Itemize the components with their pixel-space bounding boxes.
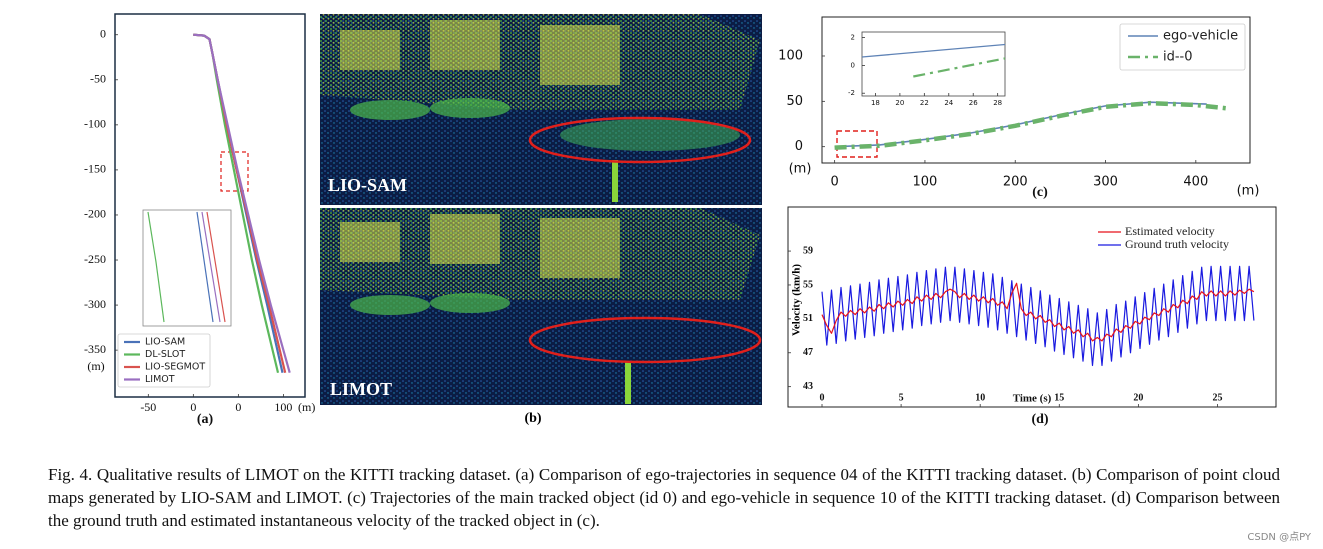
y-tick-label: 51	[803, 313, 813, 324]
series-line	[861, 43, 1006, 58]
y-tick-label: 0	[851, 61, 855, 69]
x-unit: (m)	[298, 400, 315, 414]
y-tick-label: 55	[803, 279, 813, 290]
series-line	[834, 100, 1230, 150]
series-line	[821, 282, 1255, 342]
x-tick-label: 10	[975, 392, 985, 403]
y-tick-label: 2	[851, 34, 855, 42]
y-tick-label: -2	[848, 89, 855, 97]
x-tick-label: -50	[140, 400, 156, 414]
panel-label: (a)	[197, 412, 214, 427]
inset-line	[206, 211, 226, 323]
x-tick-label: 26	[969, 99, 978, 107]
legend-label: LIO-SAM	[145, 337, 185, 348]
x-tick-label: 18	[871, 99, 880, 107]
y-tick-label: -350	[84, 342, 106, 356]
x-unit: (m)	[1237, 184, 1260, 199]
inset-line	[201, 211, 221, 323]
x-tick-label: 0	[820, 392, 825, 403]
x-tick-label: 0	[190, 400, 196, 414]
y-tick-label: -250	[84, 252, 106, 266]
x-tick-label: 15	[1054, 392, 1064, 403]
y-tick-label: -300	[84, 297, 106, 311]
x-tick-label: 20	[895, 99, 904, 107]
y-unit: (m)	[789, 162, 812, 177]
image-label: LIMOT	[330, 379, 392, 399]
inset-line	[196, 211, 214, 323]
x-tick-label: 28	[993, 99, 1002, 107]
legend-label: LIO-SEGMOT	[145, 362, 205, 373]
caption: Fig. 4. Qualitative results of LIMOT on …	[48, 465, 1280, 530]
watermark: CSDN @点PY	[1247, 532, 1311, 543]
y-tick-label: 50	[786, 94, 803, 109]
panel-label: (d)	[1031, 412, 1048, 427]
legend-label: id--0	[1163, 50, 1193, 65]
x-tick-label: 0	[235, 400, 241, 414]
x-tick-label: 24	[944, 99, 953, 107]
y-tick-label: -100	[84, 117, 106, 131]
y-tick-label: 0	[795, 139, 803, 154]
x-tick-label: 0	[831, 175, 839, 190]
plot-frame	[861, 31, 1006, 97]
y-tick-label: -200	[84, 207, 106, 221]
y-tick-label: 0	[100, 26, 106, 40]
x-tick-label: 22	[920, 99, 929, 107]
series-line	[913, 57, 1006, 78]
x-tick-label: 20	[1133, 392, 1143, 403]
y-tick-label: 100	[778, 48, 803, 63]
x-tick-label: 100	[274, 400, 292, 414]
point-cloud-bottom	[320, 208, 762, 405]
y-tick-label: 47	[803, 347, 813, 358]
y-tick-label: 43	[803, 381, 813, 392]
y-tick-label: 59	[803, 245, 813, 256]
inset-line	[147, 211, 165, 323]
x-axis-label: Time (s)	[1013, 393, 1052, 405]
y-unit: (m)	[87, 359, 104, 373]
legend-label: Estimated velocity	[1125, 224, 1215, 238]
y-tick-label: -150	[84, 162, 106, 176]
x-tick-label: 5	[899, 392, 904, 403]
x-tick-label: 100	[913, 175, 938, 190]
legend-box	[117, 333, 211, 388]
y-axis-label: Velocity (km/h)	[791, 264, 803, 336]
point-cloud-top	[320, 14, 762, 205]
legend-label: DL-SLOT	[145, 349, 185, 360]
x-tick-label: 300	[1093, 175, 1118, 190]
series-line	[193, 33, 291, 373]
legend-label: ego-vehicle	[1163, 29, 1238, 44]
panel-label: (c)	[1032, 185, 1048, 200]
zoom-box	[220, 151, 249, 192]
x-tick-label: 25	[1212, 392, 1222, 403]
x-tick-label: 400	[1183, 175, 1208, 190]
x-tick-label: 200	[1003, 175, 1028, 190]
figure: LIO-SAM LIMOT (b) 0-50-100-150-200-250-3…	[84, 13, 1277, 427]
legend-label: Ground truth velocity	[1125, 237, 1229, 251]
panel-label: (b)	[524, 411, 541, 426]
y-tick-label: -50	[90, 72, 106, 86]
image-label: LIO-SAM	[328, 175, 407, 195]
legend-label: LIMOT	[145, 374, 175, 385]
